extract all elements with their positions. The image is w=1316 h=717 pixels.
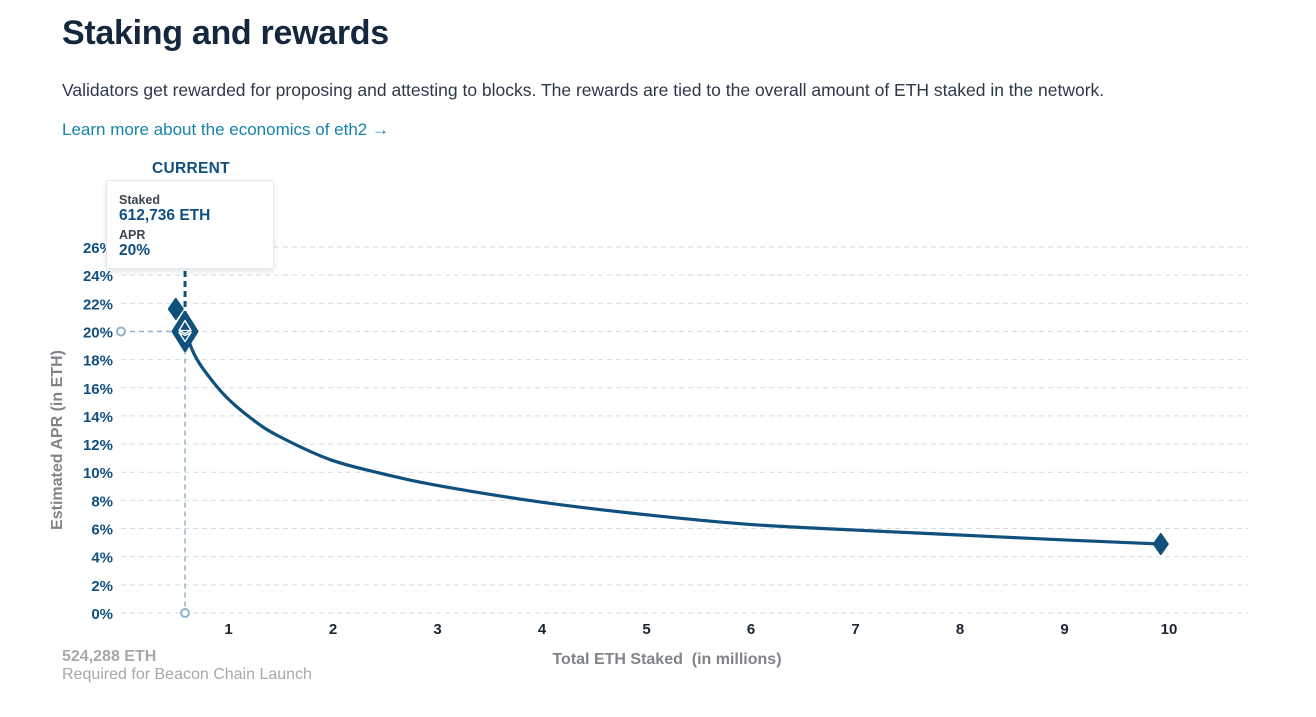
curve-markers [167,297,1169,556]
end-marker [1152,533,1169,556]
grid-lines [121,246,1248,614]
current-marker [171,310,199,352]
x-tick-label: 9 [1060,621,1068,638]
y-axis-title: Estimated APR (in ETH) [49,350,66,530]
y-tick-label: 4% [91,550,113,567]
x-tick-label: 8 [956,621,964,638]
tooltip-staked-value: 612,736 ETH [119,207,211,224]
x-tick-label: 10 [1161,621,1178,638]
y-tick-label: 24% [83,268,113,285]
y-tick-label: 22% [83,296,113,313]
x-axis-title: Total ETH Staked (in millions) [552,651,781,668]
eth-icon [178,319,192,335]
x-tick-label: 4 [538,621,547,638]
y-tick-label: 26% [83,240,113,257]
launch-requirement-note: Required for Beacon Chain Launch [62,666,312,683]
x-tick-label: 3 [433,621,441,638]
apr-curve [183,329,1163,546]
y-tick-label: 10% [83,465,113,482]
y-tick-label: 8% [91,493,113,510]
launch-marker [167,297,184,320]
tooltip-apr-label: APR [119,228,146,242]
x-tick-label: 6 [747,621,755,638]
y-tick-label: 2% [91,578,113,595]
axis-ticks: 0% 2% 4% 6% 8% 10% 12% 14% 16% 18% 20% 22% 24% 26% 1 2 3… [83,240,1177,638]
page-title: Staking and rewards [62,14,389,52]
x-tick-label: 1 [224,621,232,638]
y-tick-label: 12% [83,437,113,454]
y-tick-label: 14% [83,409,113,426]
y-tick-label: 6% [91,522,113,539]
current-guides [116,271,191,618]
tooltip-staked-label: Staked [119,193,160,207]
x-guide-endpoint [180,608,191,618]
y-tick-label: 18% [83,353,113,370]
launch-eth-amount: 524,288 ETH [62,648,157,665]
y-tick-label: 20% [83,324,113,341]
eth-icon-lower [178,331,192,343]
y-guide-endpoint [116,326,126,337]
current-tooltip: Staked 612,736 ETH APR 20% [106,180,274,269]
x-tick-label: 5 [642,621,650,638]
tooltip-apr-value: 20% [119,242,151,259]
x-tick-label: 2 [329,621,337,638]
current-label: CURRENT [152,160,230,177]
y-tick-label: 16% [83,381,113,398]
page-description: Validators get rewarded for proposing an… [62,80,1105,100]
x-tick-label: 7 [851,621,859,638]
y-tick-label: 0% [91,606,113,623]
learn-more-link[interactable]: Learn more about the economics of eth2 → [62,120,389,139]
